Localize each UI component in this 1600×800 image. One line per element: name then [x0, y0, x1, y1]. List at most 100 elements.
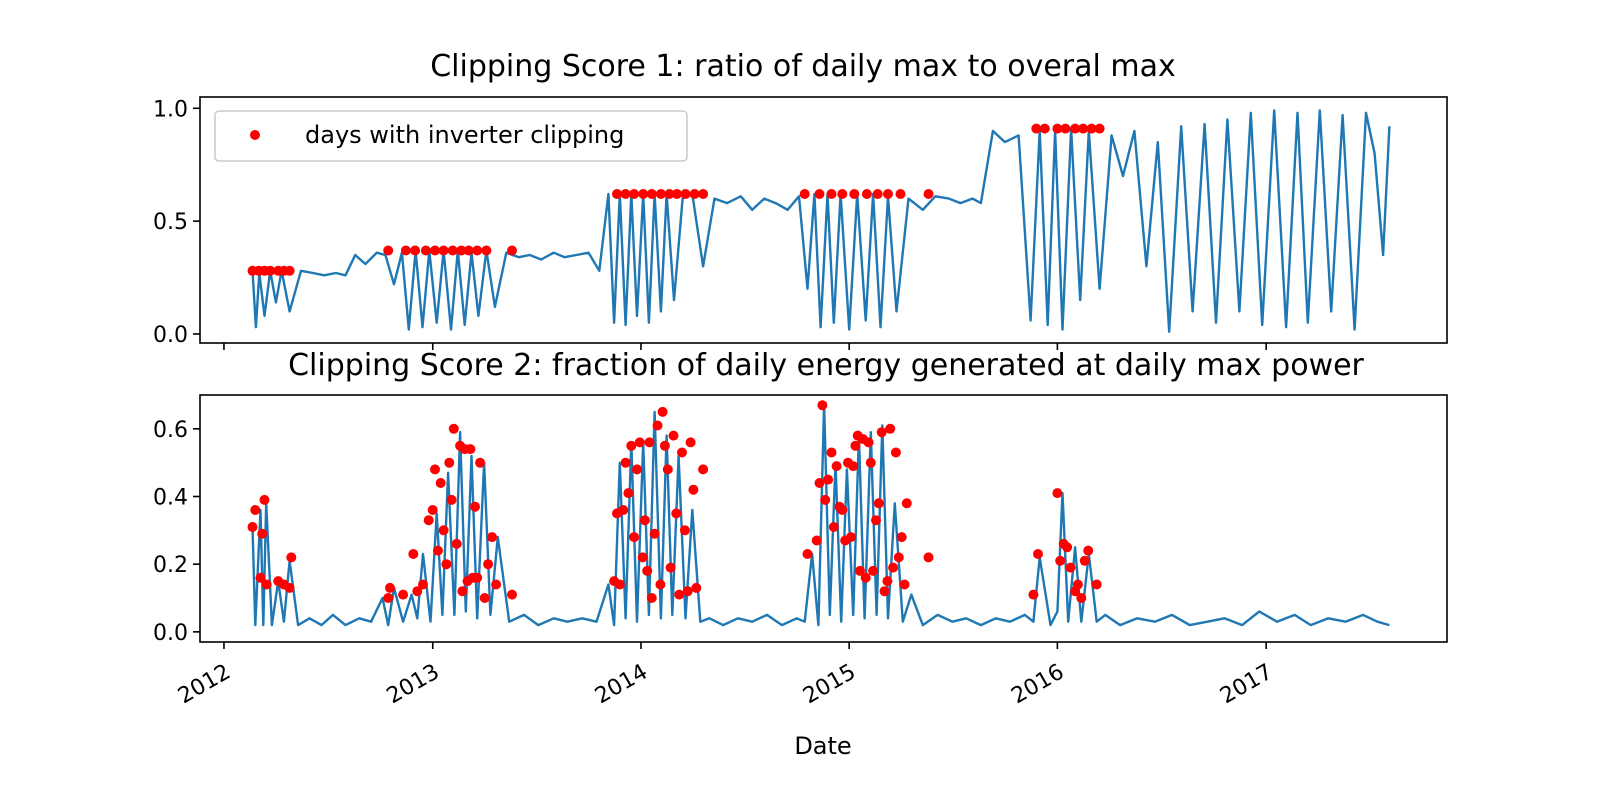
- subplot-2-clipping-marker: [811, 535, 822, 546]
- subplot-2-clipping-marker: [1072, 579, 1083, 590]
- subplot-2-clipping-marker: [879, 586, 890, 597]
- subplot-1-clipping-marker: [861, 189, 872, 199]
- subplot-2-clipping-marker: [475, 457, 486, 468]
- subplot-1-clipping-marker: [1078, 123, 1089, 134]
- subplot-2-clipping-marker: [896, 532, 907, 543]
- subplot-1-clipping-marker: [620, 189, 631, 199]
- subplot-1-title: Clipping Score 1: ratio of daily max to …: [430, 49, 1176, 84]
- subplot-1-line-series: [251, 109, 1391, 333]
- subplot-1-series: [247, 109, 1391, 333]
- subplot-2-clipping-marker: [802, 549, 813, 559]
- subplot-2-clipping-marker: [1028, 589, 1039, 600]
- subplot-2-clipping-marker: [823, 474, 834, 485]
- subplot-2-clipping-marker: [385, 582, 395, 593]
- subplot-2-clipping-marker: [685, 437, 696, 448]
- subplot-2-clipping-marker: [626, 440, 637, 451]
- subplot-1-clipping-marker: [507, 245, 517, 256]
- subplot-1-clipping-marker: [420, 245, 431, 256]
- subplot-2-clipping-marker: [865, 457, 876, 468]
- subplot-2-clipping-marker: [674, 589, 685, 600]
- subplot-2-clipping-marker: [876, 427, 887, 438]
- subplot-1-clipping-marker: [646, 189, 657, 199]
- subplot-1-clipping-marker: [883, 189, 893, 199]
- subplot-2-clipping-marker: [698, 464, 709, 475]
- subplot-2-clipping-marker: [665, 562, 676, 573]
- subplot-2-clipping-marker: [465, 444, 476, 455]
- subplot-2-clipping-marker: [427, 505, 438, 515]
- subplot-1-clipping-marker: [664, 189, 675, 199]
- subplot-2-y-axis: 0.0 0.2 0.4 0.6: [153, 418, 200, 646]
- subplot-2-clipping-marker: [1079, 555, 1090, 566]
- subplot-2-clipping-marker: [871, 515, 881, 526]
- subplot-2-frame: [199, 394, 1448, 643]
- subplot-1-clipping-marker: [612, 189, 622, 199]
- subplot-2-clipping-marker: [257, 528, 268, 539]
- x-axis-label: Date: [794, 732, 851, 760]
- subplot-2-clipping-marker: [284, 582, 295, 593]
- subplot-2-clipping-marker: [255, 572, 266, 583]
- subplot-1-y-tick-label: 1.0: [153, 97, 188, 122]
- subplot-2-clipping-marker: [448, 423, 459, 434]
- subplot-1: Clipping Score 1: ratio of daily max to …: [153, 49, 1448, 350]
- subplot-2-clipping-marker: [868, 565, 879, 576]
- subplot-2-clipping-marker: [863, 437, 874, 448]
- subplot-2-clipping-marker: [487, 532, 498, 543]
- subplot-2-clipping-marker: [259, 494, 270, 505]
- subplot-2-clipping-marker: [247, 522, 258, 532]
- subplot-2-clipping-marker: [899, 579, 910, 590]
- subplot-2-clipping-marker: [646, 593, 657, 603]
- subplot-1-frame: [199, 96, 1448, 344]
- subplot-1-clipping-marker: [872, 189, 883, 199]
- subplot-1-clipping-marker: [1060, 123, 1071, 134]
- subplot-2-clipping-marker: [435, 478, 446, 488]
- subplot-2-clipping-marker: [412, 586, 423, 597]
- legend-marker: [250, 130, 260, 140]
- subplot-2-clipping-marker: [398, 589, 409, 600]
- subplot-2-clipping-marker: [250, 505, 261, 515]
- subplot-2-clipping-marker: [430, 464, 440, 475]
- subplot-2-clipping-marker: [629, 532, 640, 543]
- subplot-2-clipping-marker: [483, 559, 494, 570]
- subplot-2-clipping-marker: [814, 478, 825, 488]
- subplot-1-clipping-marker: [456, 245, 467, 256]
- subplot-2-y-tick-label: 0.0: [153, 621, 188, 646]
- subplot-1-clipping-marker: [638, 189, 649, 199]
- subplot-2-clipping-marker: [873, 498, 884, 509]
- subplot-1-clipping-marker: [1094, 123, 1105, 134]
- subplot-1-clipping-marker: [463, 245, 474, 256]
- subplot-2-clipping-marker: [652, 420, 663, 431]
- subplot-1-clipping-marker: [472, 245, 483, 256]
- subplot-2-clipping-marker: [1062, 542, 1073, 553]
- subplot-2-clipping-marker: [1052, 488, 1063, 499]
- subplot-1-clipping-marker: [383, 245, 394, 256]
- subplot-2-clipping-marker: [623, 488, 634, 499]
- subplot-2-clipping-marker: [432, 545, 443, 556]
- subplot-2-clipping-marker: [423, 515, 434, 526]
- subplot-2-clipping-marker: [286, 552, 297, 563]
- subplot-2-clipping-marker: [831, 461, 842, 472]
- subplot-2-clipping-marker: [451, 538, 462, 549]
- subplot-2-clipping-marker: [655, 579, 666, 590]
- subplot-2-clipping-marker: [408, 549, 419, 559]
- subplot-1-clipping-marker: [629, 189, 640, 199]
- subplot-1-clipping-marker: [1070, 123, 1081, 134]
- subplot-2-clipping-marker: [446, 494, 457, 505]
- subplot-2-clipping-marker: [649, 528, 660, 539]
- subplot-2-clipping-marker: [614, 579, 625, 590]
- subplot-2-clipping-marker: [444, 457, 455, 468]
- subplot-2-y-tick-label: 0.6: [153, 418, 188, 443]
- subplot-2-series: [247, 400, 1390, 627]
- subplot-2-clipping-marker: [828, 522, 839, 532]
- subplot-2-clipping-marker: [848, 461, 859, 472]
- subplot-2-clipping-marker: [860, 572, 871, 583]
- subplot-2-clipping-marker: [620, 457, 631, 468]
- subplot-2-clipping-marker: [901, 498, 912, 509]
- subplot-1-clipping-marker: [826, 189, 837, 199]
- subplot-2-clipping-marker: [1033, 549, 1043, 559]
- subplot-1-clipping-marker: [837, 189, 848, 199]
- subplot-1-clipping-marker: [400, 245, 411, 256]
- subplot-2-clipping-marker: [662, 464, 673, 475]
- subplot-2-clipping-marker: [820, 494, 831, 505]
- subplot-2-clipping-marker: [826, 447, 837, 458]
- subplot-1-clipping-marker: [481, 245, 492, 256]
